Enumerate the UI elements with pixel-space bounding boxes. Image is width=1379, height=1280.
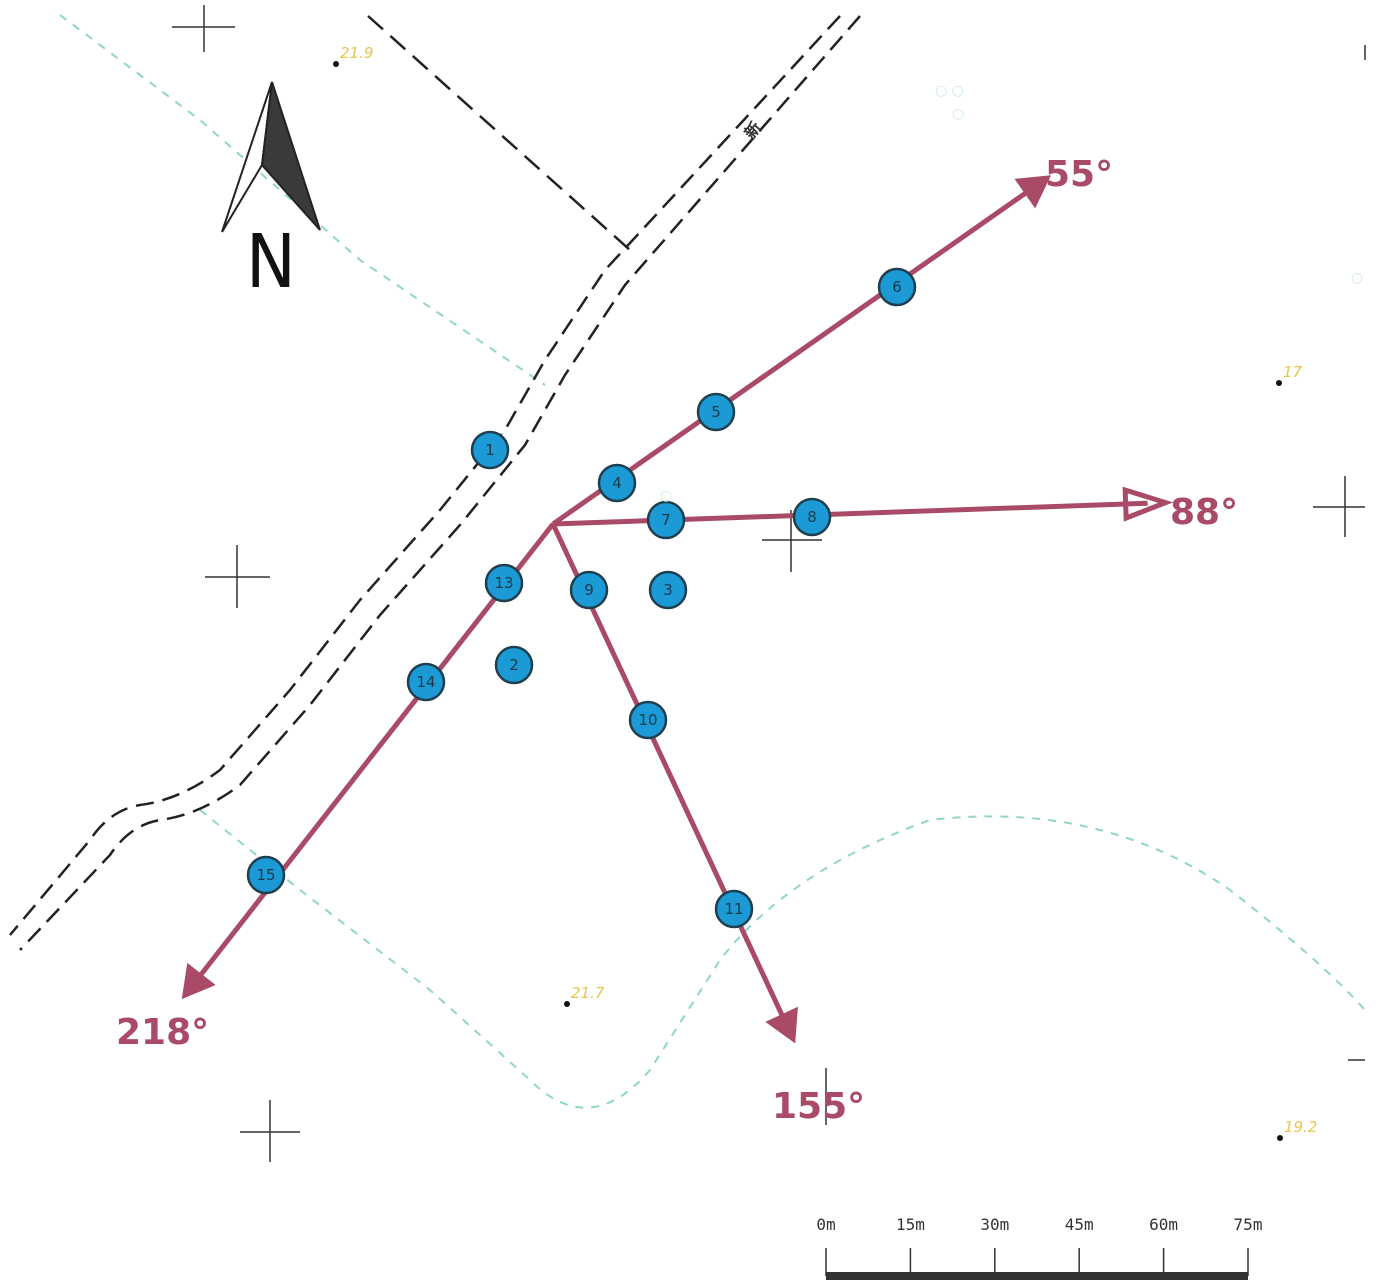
spot-height-dot (333, 61, 339, 67)
bearing-label-88: 88° (1170, 492, 1238, 533)
bearing-label-218: 218° (116, 1012, 209, 1053)
point-circle (628, 700, 668, 740)
scale-bar: 0m 15m 30m 45m 60m 75m (816, 1215, 1262, 1280)
scale-tick-label: 60m (1149, 1215, 1178, 1234)
north-letter: N (246, 219, 296, 305)
point-marker-3[interactable]: 3 (648, 570, 688, 610)
point-circle (484, 563, 524, 603)
point-circle (246, 855, 286, 895)
grid-crosses (172, 5, 1366, 1162)
point-circle (597, 463, 637, 503)
bearing-arrowhead-218 (181, 962, 216, 1000)
faint-symbol: ○ (952, 106, 964, 122)
point-label: 6 (892, 278, 902, 296)
point-label: 2 (509, 656, 519, 674)
bearing-label-55: 55° (1045, 154, 1113, 195)
point-marker-9[interactable]: 9 (569, 570, 609, 610)
grid-cross (205, 545, 270, 608)
faint-symbol: ○ (660, 488, 672, 504)
spot-height-dot (1277, 1135, 1283, 1141)
point-circle (569, 570, 609, 610)
spot-height-label: 21.7 (571, 984, 605, 1002)
grid-cross (172, 5, 235, 52)
point-circle (646, 500, 686, 540)
point-label: 14 (416, 673, 435, 691)
scale-tick-label: 75m (1234, 1215, 1263, 1234)
contour-lines (59, 14, 1366, 1109)
point-label: 4 (612, 474, 622, 492)
point-marker-7[interactable]: 7 (646, 500, 686, 540)
road-edge-right (19, 15, 861, 951)
point-label: 11 (724, 900, 743, 918)
point-marker-6[interactable]: 6 (877, 267, 917, 307)
point-marker-4[interactable]: 4 (597, 463, 637, 503)
point-circle (648, 570, 688, 610)
point-label: 9 (584, 581, 594, 599)
bearing-arrowhead-55 (1014, 175, 1052, 209)
faint-symbols: ○ ○ ○ ○ ○ (660, 83, 1363, 504)
point-circle (470, 430, 510, 470)
point-label: 8 (807, 508, 817, 526)
contour-line (199, 809, 1366, 1109)
point-label: 3 (663, 581, 673, 599)
spot-height-dot (1276, 380, 1282, 386)
north-arrow-right-half (260, 81, 321, 231)
grid-cross (762, 510, 822, 572)
grid-cross (1313, 476, 1365, 537)
north-arrow: N (221, 81, 321, 305)
boundary-line (367, 15, 631, 251)
point-label: 15 (256, 866, 275, 884)
bearing-label-155: 155° (772, 1086, 865, 1127)
point-circle (696, 392, 736, 432)
road-edge-left (9, 15, 841, 936)
bearing-line-88 (552, 500, 1148, 527)
scale-tick-label: 0m (816, 1215, 835, 1234)
point-marker-15[interactable]: 15 (246, 855, 286, 895)
faint-symbol: ○ (1351, 270, 1363, 286)
bearing-line-55 (551, 183, 1038, 527)
point-marker-11[interactable]: 11 (714, 889, 754, 929)
point-label: 13 (494, 574, 513, 592)
point-circle (714, 889, 754, 929)
point-marker-13[interactable]: 13 (484, 563, 524, 603)
scale-tick-label: 45m (1065, 1215, 1094, 1234)
bearing-line-218 (190, 522, 555, 987)
road (9, 15, 861, 951)
point-marker-8[interactable]: 8 (792, 497, 832, 537)
spot-height-label: 17 (1283, 363, 1303, 381)
point-marker-10[interactable]: 10 (628, 700, 668, 740)
bearing-arrowhead-88 (1122, 486, 1174, 522)
grid-cross (240, 1100, 300, 1162)
bearing-lines: 55° 88° 155° 218° (116, 154, 1238, 1127)
point-marker-2[interactable]: 2 (494, 645, 534, 685)
point-circle (406, 662, 446, 702)
contour-line (59, 14, 546, 386)
point-label: 1 (485, 441, 495, 459)
point-circle (877, 267, 917, 307)
point-marker-14[interactable]: 14 (406, 662, 446, 702)
point-marker-1[interactable]: 1 (470, 430, 510, 470)
point-label: 10 (638, 711, 657, 729)
point-circle (494, 645, 534, 685)
point-marker-5[interactable]: 5 (696, 392, 736, 432)
point-label: 7 (661, 511, 671, 529)
spot-height-dot (564, 1001, 570, 1007)
point-label: 5 (711, 403, 721, 421)
spot-height-label: 19.2 (1284, 1118, 1317, 1136)
bearing-arrowhead-155 (765, 1006, 798, 1044)
road-label: 新 (741, 118, 766, 142)
sample-points: 1 2 3 4 5 6 7 8 9 10 11 13 14 15 (246, 267, 917, 929)
scale-tick-label: 30m (980, 1215, 1009, 1234)
scale-bar-line (826, 1272, 1248, 1280)
point-circle (792, 497, 832, 537)
scale-tick-label: 15m (896, 1215, 925, 1234)
faint-symbol: ○ ○ (935, 83, 964, 99)
spot-height-label: 21.9 (340, 44, 373, 62)
